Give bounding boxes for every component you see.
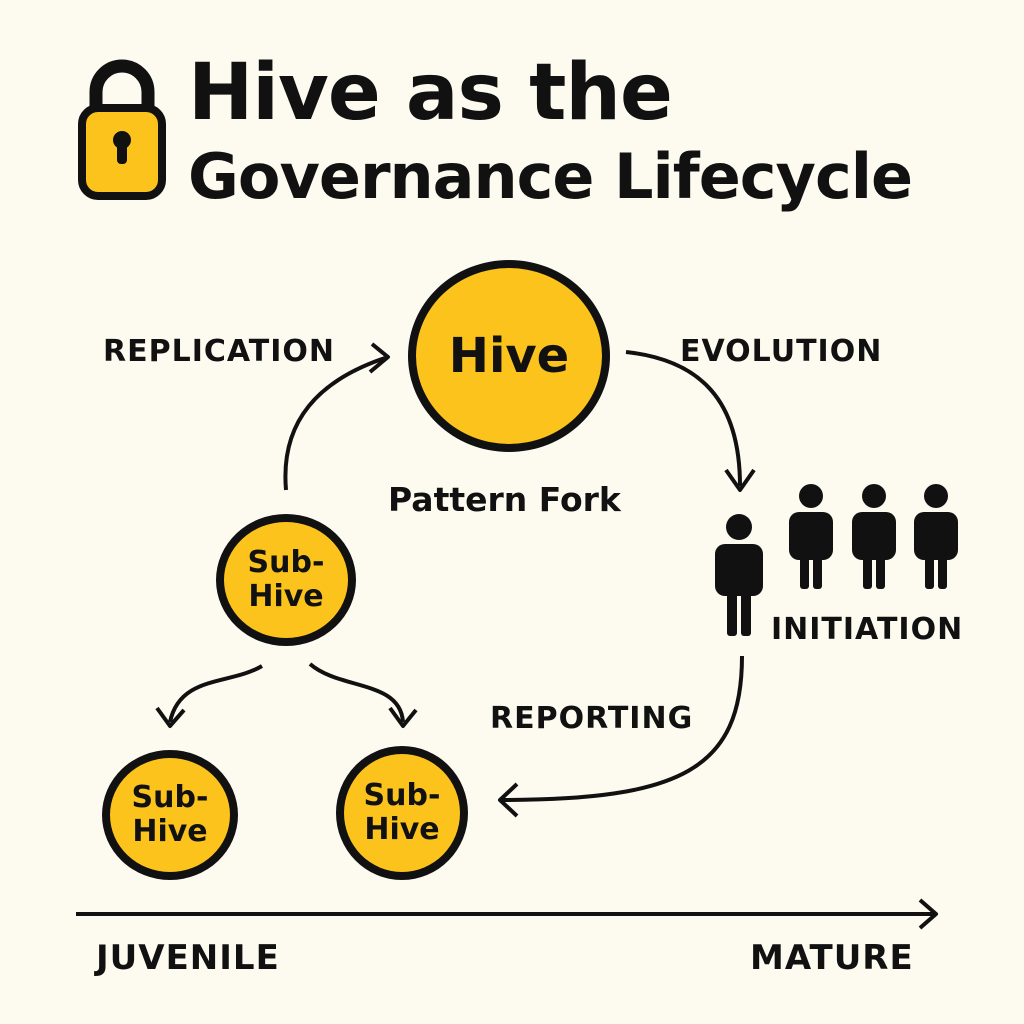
initiation-label: INITIATION bbox=[771, 612, 964, 647]
replication-arrowhead bbox=[368, 342, 390, 374]
evolution-label: EVOLUTION bbox=[680, 334, 883, 369]
hive-node-label: Hive bbox=[448, 328, 570, 384]
timeline-arrowhead bbox=[918, 898, 938, 930]
sub-hive-label: Sub- bbox=[131, 780, 209, 815]
hive-node: Hive bbox=[408, 260, 610, 452]
sub-hive-label: Hive bbox=[248, 579, 324, 614]
split-arrow-left-head bbox=[155, 706, 186, 728]
title-line-1: Hive as the bbox=[188, 48, 673, 138]
padlock-icon bbox=[78, 59, 166, 200]
timeline-end-label: MATURE bbox=[750, 938, 914, 978]
split-arrow-left bbox=[168, 664, 264, 723]
replication-arrow bbox=[283, 356, 386, 491]
split-arrow-right bbox=[308, 662, 405, 723]
evolution-arrow bbox=[625, 350, 742, 487]
person-icon bbox=[789, 484, 833, 589]
reporting-label: REPORTING bbox=[490, 701, 694, 736]
title-line-2: Governance Lifecycle bbox=[188, 140, 913, 213]
sub-hive-node-top: Sub- Hive bbox=[216, 514, 356, 646]
sub-hive-label: Hive bbox=[132, 814, 208, 849]
sub-hive-node-right: Sub- Hive bbox=[336, 746, 468, 880]
reporting-arrowhead bbox=[498, 782, 519, 818]
reporting-arrow bbox=[499, 655, 744, 802]
sub-hive-label: Sub- bbox=[247, 545, 325, 580]
sub-hive-label: Sub- bbox=[363, 778, 441, 813]
pattern-fork-label: Pattern Fork bbox=[388, 480, 621, 519]
sub-hive-label: Hive bbox=[364, 812, 440, 847]
replication-label: REPLICATION bbox=[103, 334, 336, 369]
person-icon bbox=[715, 514, 763, 636]
person-icon bbox=[852, 484, 896, 589]
person-icon bbox=[914, 484, 958, 589]
split-arrow-right-head bbox=[388, 706, 418, 728]
people-icon bbox=[715, 484, 958, 636]
timeline-start-label: JUVENILE bbox=[96, 938, 280, 978]
evolution-arrowhead bbox=[724, 468, 756, 492]
sub-hive-node-left: Sub- Hive bbox=[102, 750, 238, 880]
